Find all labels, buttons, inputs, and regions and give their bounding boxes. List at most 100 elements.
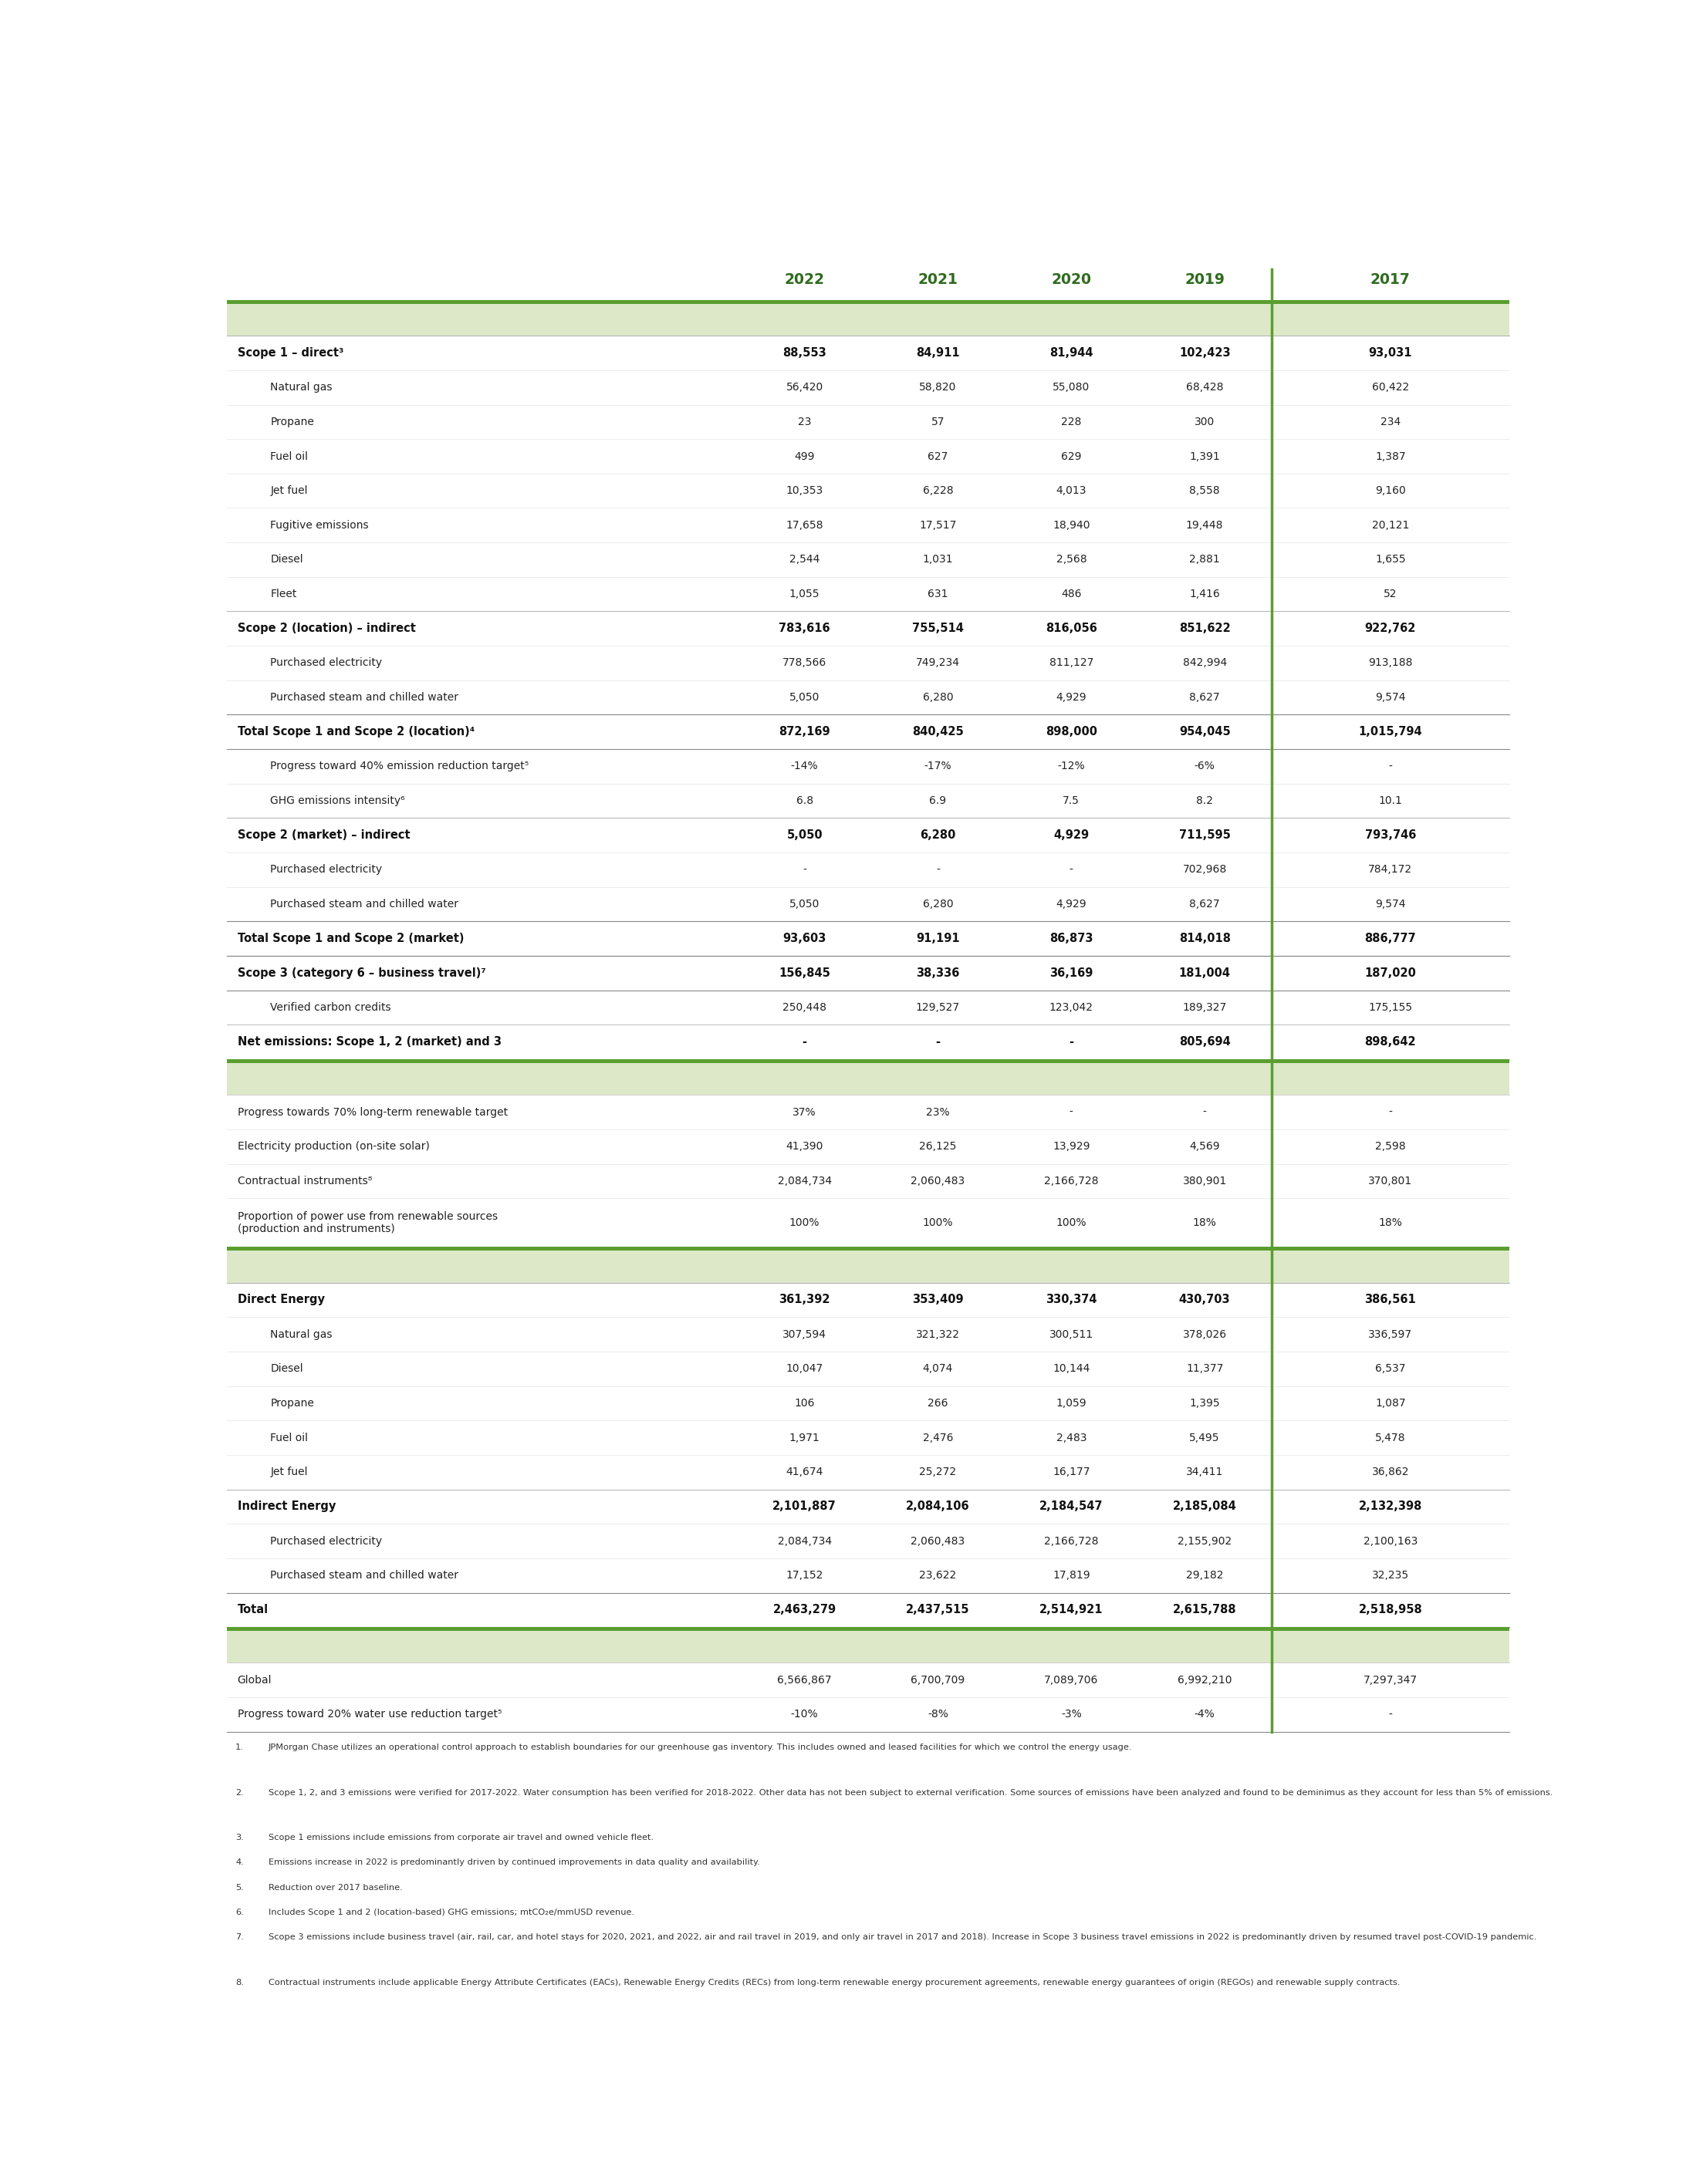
Text: 300: 300 [1195, 417, 1216, 428]
Text: JPMorgan Chase utilizes an operational control approach to establish boundaries : JPMorgan Chase utilizes an operational c… [269, 1743, 1133, 1752]
Text: 10.1: 10.1 [1378, 795, 1402, 806]
Text: 321,322: 321,322 [916, 1328, 960, 1339]
Text: 922,762: 922,762 [1365, 622, 1415, 633]
Text: -: - [936, 865, 940, 876]
Text: -: - [802, 865, 806, 876]
Text: 2,084,734: 2,084,734 [777, 1535, 831, 1546]
Text: Purchased electricity: Purchased electricity [271, 865, 383, 876]
Text: Propane: Propane [271, 1398, 315, 1409]
Text: -: - [1388, 1710, 1392, 1719]
Text: Total Scope 1 and Scope 2 (location)⁴: Total Scope 1 and Scope 2 (location)⁴ [237, 725, 474, 738]
Text: 86,873: 86,873 [1050, 933, 1094, 943]
Text: -: - [1070, 865, 1073, 876]
Text: 5,495: 5,495 [1190, 1433, 1221, 1444]
Text: 2,184,547: 2,184,547 [1040, 1500, 1104, 1511]
Text: 34,411: 34,411 [1187, 1468, 1224, 1479]
Text: 266: 266 [928, 1398, 948, 1409]
Text: Total: Total [237, 1603, 267, 1616]
Text: 55,080: 55,080 [1053, 382, 1090, 393]
Text: 7.5: 7.5 [1063, 795, 1080, 806]
Text: 6,228: 6,228 [923, 485, 953, 496]
Text: 378,026: 378,026 [1183, 1328, 1227, 1339]
Text: 8,558: 8,558 [1190, 485, 1221, 496]
Text: 1,387: 1,387 [1375, 450, 1405, 461]
Bar [227, 509, 1510, 542]
Text: 4,929: 4,929 [1056, 900, 1087, 909]
Text: Scope 2 (location) – indirect: Scope 2 (location) – indirect [237, 622, 415, 633]
Text: 842,994: 842,994 [1183, 657, 1227, 668]
Text: 7.: 7. [235, 1933, 244, 1942]
Text: 52: 52 [1383, 590, 1397, 601]
Text: 1,031: 1,031 [923, 555, 953, 566]
Text: 32,235: 32,235 [1371, 1570, 1409, 1581]
Text: Purchased steam and chilled water: Purchased steam and chilled water [271, 692, 459, 703]
Text: 102,423: 102,423 [1178, 347, 1231, 358]
Text: 100%: 100% [923, 1216, 953, 1227]
Bar [227, 371, 1510, 404]
Text: Purchased steam and chilled water: Purchased steam and chilled water [271, 1570, 459, 1581]
Text: Scope 1 – direct³: Scope 1 – direct³ [237, 347, 344, 358]
Text: 2,101,887: 2,101,887 [772, 1500, 836, 1511]
Bar [227, 1282, 1510, 1317]
Text: 60,422: 60,422 [1371, 382, 1409, 393]
Text: Scope 3 (category 6 – business travel)⁷: Scope 3 (category 6 – business travel)⁷ [237, 968, 486, 978]
Text: 17,517: 17,517 [919, 520, 957, 531]
Text: 353,409: 353,409 [913, 1295, 963, 1306]
Bar [227, 1352, 1510, 1387]
Bar [227, 1129, 1510, 1164]
Text: 84,911: 84,911 [916, 347, 960, 358]
Text: 17,152: 17,152 [786, 1570, 823, 1581]
Text: Fuel oil: Fuel oil [271, 450, 308, 461]
Bar [227, 1697, 1510, 1732]
Bar [227, 1420, 1510, 1455]
Text: 10,144: 10,144 [1053, 1363, 1090, 1374]
Text: Progress towards 70% long-term renewable target: Progress towards 70% long-term renewable… [237, 1107, 508, 1118]
Text: 1,087: 1,087 [1375, 1398, 1405, 1409]
Bar [227, 852, 1510, 887]
Text: Fuel oil: Fuel oil [271, 1433, 308, 1444]
Text: 2020: 2020 [1051, 273, 1092, 286]
Bar [227, 1455, 1510, 1489]
Text: 11,377: 11,377 [1187, 1363, 1224, 1374]
Bar [227, 1059, 1510, 1064]
Text: 702,968: 702,968 [1183, 865, 1227, 876]
Text: GHG emissions intensity⁶: GHG emissions intensity⁶ [271, 795, 405, 806]
Text: Electricity production (on-site solar): Electricity production (on-site solar) [237, 1142, 430, 1151]
Text: Purchased steam and chilled water: Purchased steam and chilled water [271, 900, 459, 909]
Text: Total Scope 1 and Scope 2 (market): Total Scope 1 and Scope 2 (market) [237, 933, 464, 943]
Text: Scope 2 (market) – indirect: Scope 2 (market) – indirect [237, 830, 410, 841]
Text: 499: 499 [794, 450, 814, 461]
Text: 189,327: 189,327 [1183, 1002, 1227, 1013]
Text: 2022: 2022 [784, 273, 824, 286]
Bar [227, 1524, 1510, 1557]
Text: 2,132,398: 2,132,398 [1358, 1500, 1422, 1511]
Bar [227, 612, 1510, 646]
Bar [227, 1627, 1510, 1631]
Text: -: - [1070, 1107, 1073, 1118]
Text: 1,059: 1,059 [1056, 1398, 1087, 1409]
Text: 6,700,709: 6,700,709 [911, 1675, 965, 1686]
Text: 9,574: 9,574 [1375, 692, 1405, 703]
Text: 361,392: 361,392 [779, 1295, 830, 1306]
Text: 93,603: 93,603 [782, 933, 826, 943]
Bar [227, 474, 1510, 509]
Bar [227, 749, 1510, 784]
Text: 711,595: 711,595 [1178, 830, 1231, 841]
Text: 2,463,279: 2,463,279 [774, 1603, 836, 1616]
Text: 37%: 37% [792, 1107, 816, 1118]
Text: 2,615,788: 2,615,788 [1173, 1603, 1236, 1616]
Bar [227, 1557, 1510, 1592]
Text: 783,616: 783,616 [779, 622, 830, 633]
Text: 1,015,794: 1,015,794 [1358, 725, 1422, 738]
Text: -: - [1202, 1107, 1207, 1118]
Text: Fugitive emissions: Fugitive emissions [271, 520, 369, 531]
Text: 5,050: 5,050 [789, 692, 819, 703]
Text: 10,047: 10,047 [786, 1363, 823, 1374]
Text: 2,544: 2,544 [789, 555, 819, 566]
Text: Contractual instruments include applicable Energy Attribute Certificates (EACs),: Contractual instruments include applicab… [269, 1979, 1400, 1987]
Text: 6.8: 6.8 [796, 795, 813, 806]
Text: 2,084,106: 2,084,106 [906, 1500, 970, 1511]
Text: 1,655: 1,655 [1375, 555, 1405, 566]
Text: 81,944: 81,944 [1050, 347, 1094, 358]
Text: 8,627: 8,627 [1190, 900, 1221, 909]
